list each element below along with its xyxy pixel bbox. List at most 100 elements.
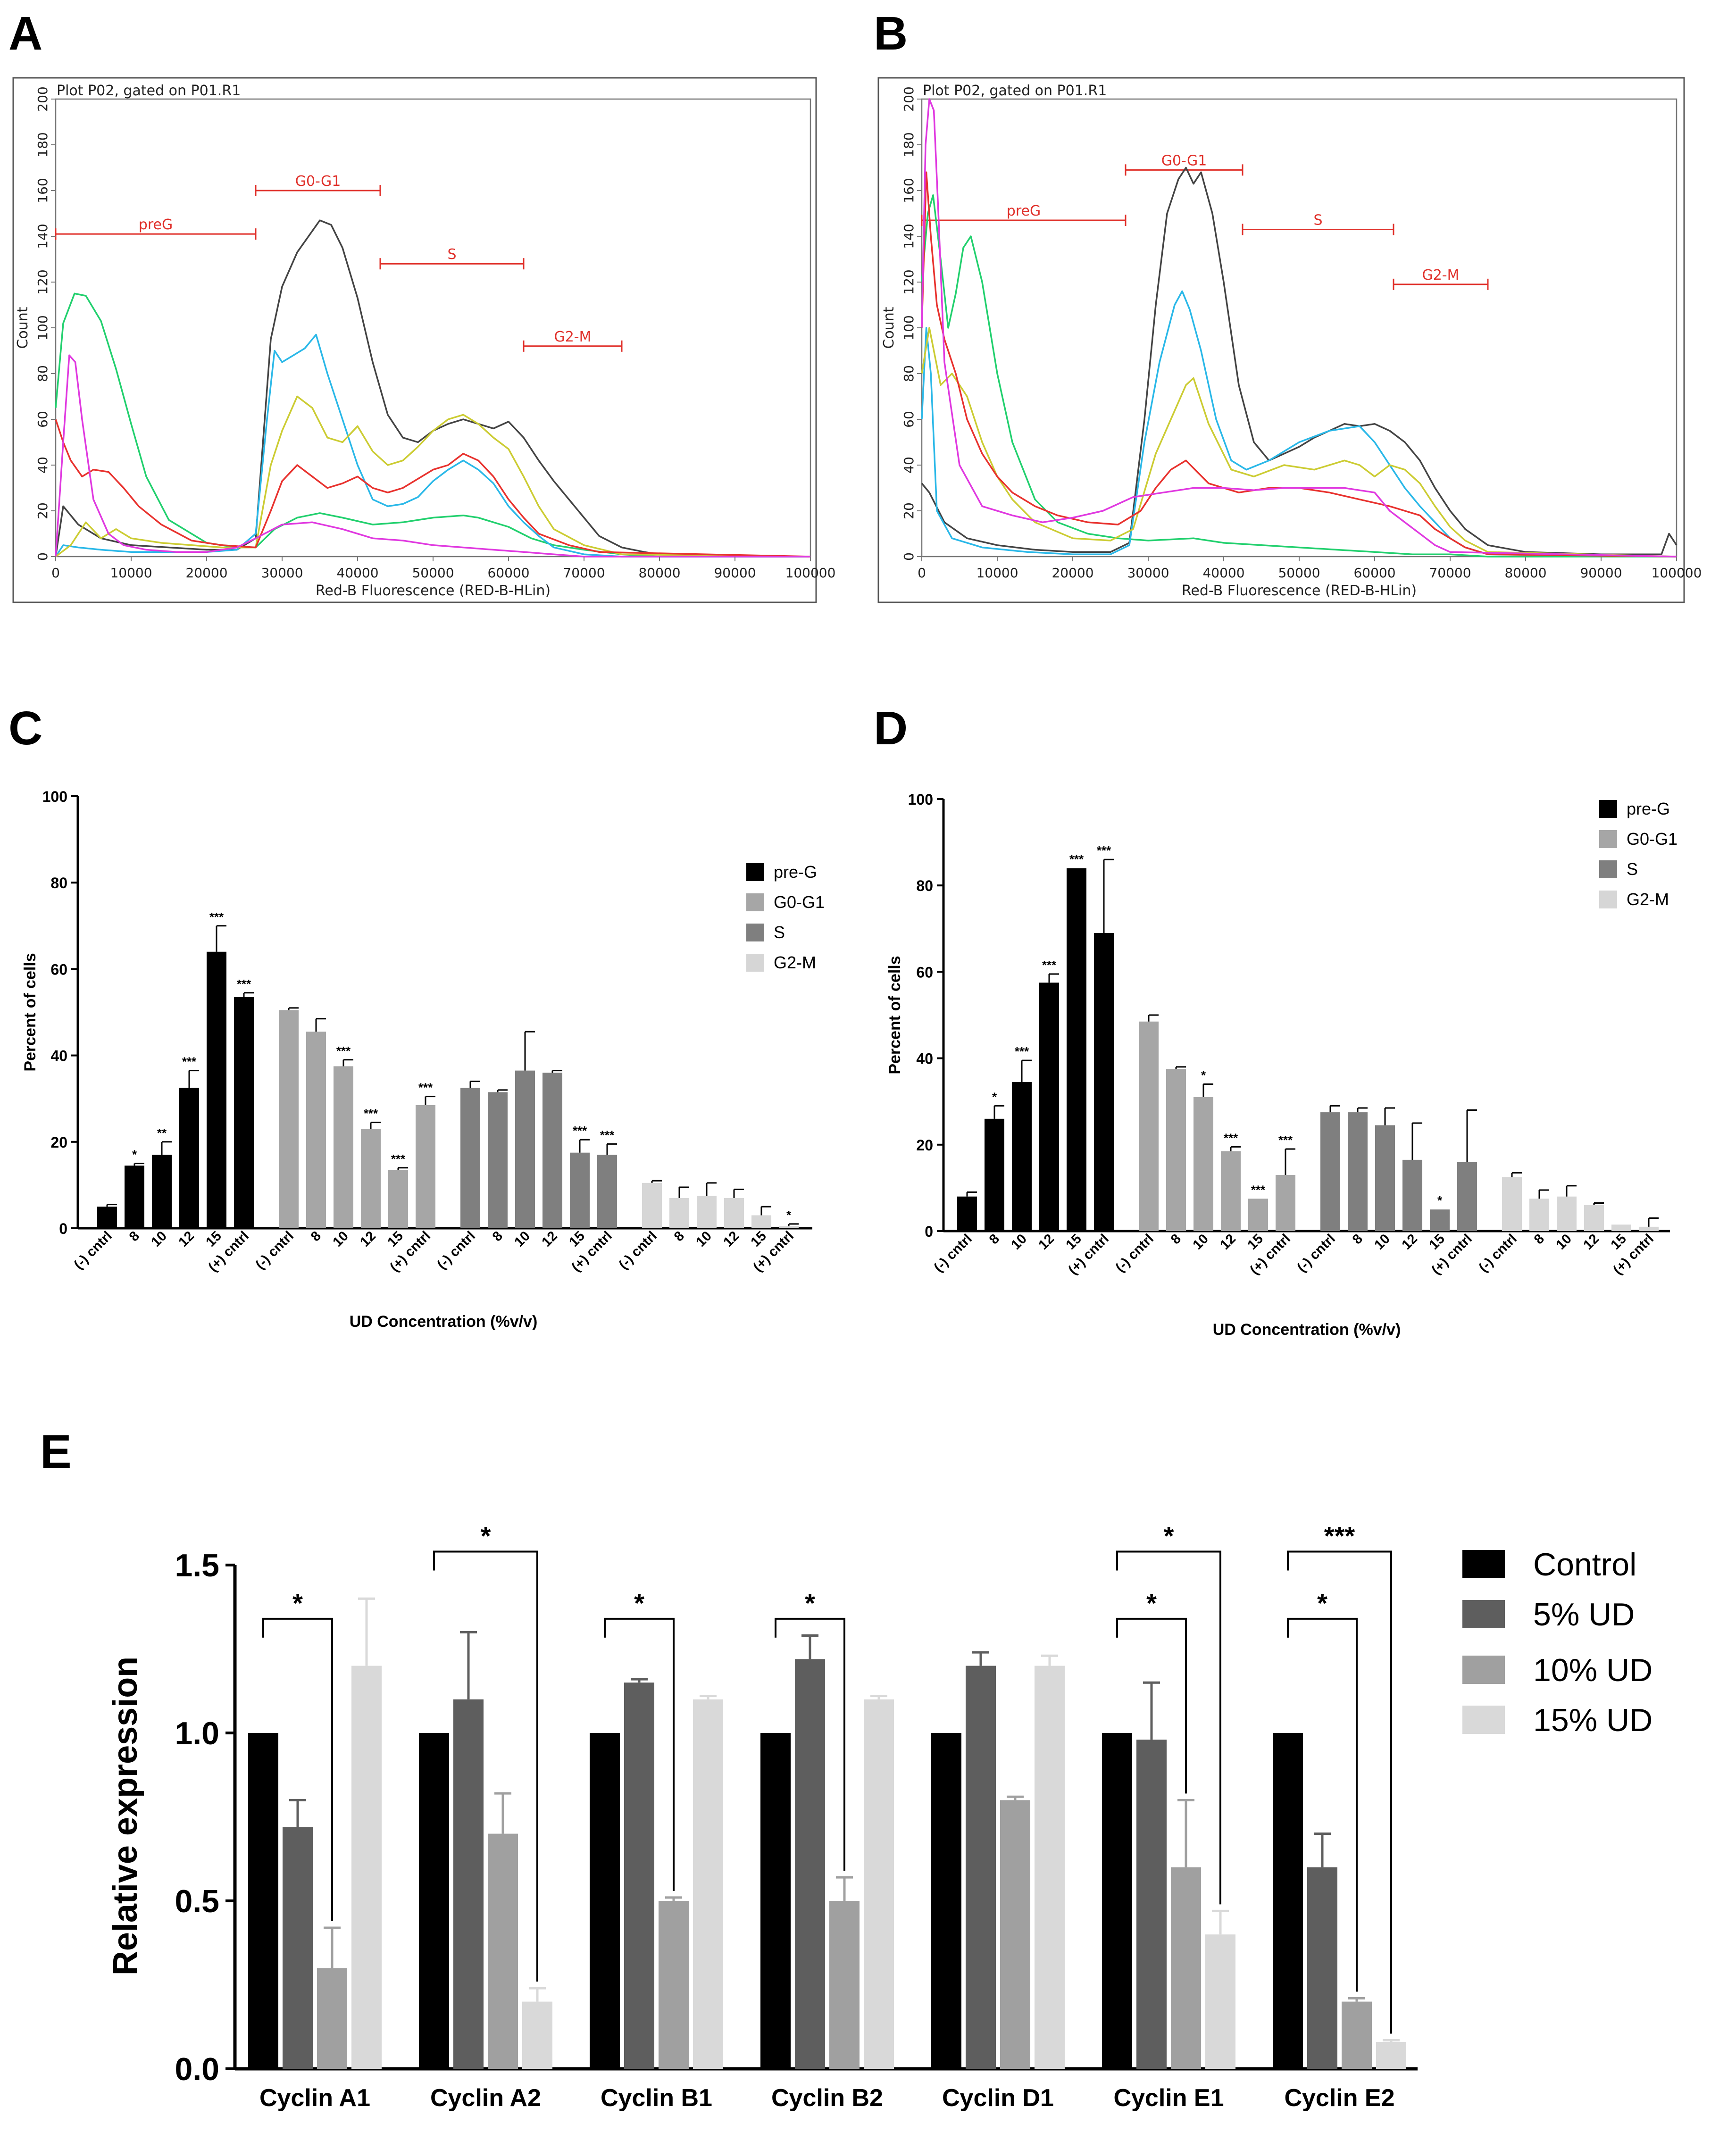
x-tick-label: 60000 bbox=[1353, 565, 1395, 581]
bar-15% UD-Cyclin A1 bbox=[351, 1666, 382, 2069]
legend-swatch bbox=[1462, 1550, 1505, 1578]
significance-bracket bbox=[775, 1617, 845, 1871]
significance-label: *** bbox=[336, 1044, 351, 1058]
y-tick-label: 100 bbox=[901, 315, 917, 340]
bar-S-(-) cntrl bbox=[460, 1088, 480, 1228]
significance-label: * bbox=[292, 1588, 303, 1618]
gate-label: G2-M bbox=[1422, 267, 1459, 283]
y-tick-label: 0 bbox=[59, 1220, 67, 1237]
significance-label: *** bbox=[1042, 958, 1057, 972]
gate-label: preG bbox=[1007, 203, 1041, 219]
bar-Control-Cyclin B1 bbox=[590, 1733, 620, 2069]
bar-S-12 bbox=[1402, 1159, 1422, 1231]
x-tick-label: Cyclin B1 bbox=[601, 2084, 712, 2112]
y-tick-label: 0 bbox=[901, 552, 917, 561]
bar-10% UD-Cyclin B2 bbox=[829, 1901, 860, 2069]
bar-G0-G1-(-) cntrl bbox=[279, 1010, 299, 1228]
bar-G2-M-(+) cntrl bbox=[779, 1226, 799, 1228]
flow-panel-frame bbox=[12, 77, 817, 603]
bar-G2-M-(-) cntrl bbox=[1502, 1177, 1522, 1231]
bar-G2-M-12 bbox=[1584, 1205, 1604, 1231]
significance-label: *** bbox=[1097, 843, 1111, 858]
x-tick-label: Cyclin A2 bbox=[430, 2084, 541, 2112]
flow-plot-title: Plot P02, gated on P01.R1 bbox=[57, 83, 241, 99]
y-tick-label: 100 bbox=[42, 788, 67, 805]
x-tick-label: 50000 bbox=[1278, 565, 1320, 581]
significance-label: ** bbox=[157, 1126, 167, 1140]
y-axis-label: Count bbox=[15, 307, 31, 349]
significance-label: *** bbox=[1251, 1183, 1266, 1197]
histogram-line-cyan bbox=[921, 290, 1677, 558]
histogram-line-yellow bbox=[55, 395, 811, 558]
bar-G0-G1-(-) cntrl bbox=[1139, 1021, 1159, 1231]
significance-brackets: *** * ****** bbox=[262, 1521, 1392, 2034]
bar-pre-G-15 bbox=[1067, 868, 1086, 1231]
x-tick-label: 30000 bbox=[261, 565, 303, 581]
bar-G2-M-12 bbox=[724, 1198, 744, 1228]
bar-S-8 bbox=[488, 1092, 508, 1228]
x-tick-label: 20000 bbox=[1052, 565, 1093, 581]
y-tick-label: 80 bbox=[35, 365, 50, 382]
x-tick-label: 50000 bbox=[412, 565, 454, 581]
y-tick-label: 80 bbox=[916, 877, 933, 894]
series-group bbox=[921, 98, 1678, 558]
panel-label-e: E bbox=[40, 1425, 72, 1478]
panel-label-d: D bbox=[874, 702, 908, 755]
y-tick-label: 0.0 bbox=[175, 2051, 219, 2087]
gate-label: G2-M bbox=[554, 329, 591, 345]
x-tick-label: 40000 bbox=[336, 565, 378, 581]
y-tick-label: 180 bbox=[35, 132, 50, 157]
bar-5% UD-Cyclin B1 bbox=[624, 1682, 654, 2069]
y-tick-label: 60 bbox=[50, 961, 67, 978]
significance-label: * bbox=[992, 1090, 997, 1104]
legend-label: G0-G1 bbox=[1627, 829, 1678, 849]
legend: pre-G G0-G1 S G2-M bbox=[1599, 799, 1678, 909]
legend-swatch bbox=[1599, 860, 1617, 878]
legend-label: 15% UD bbox=[1533, 1702, 1653, 1738]
histogram-line-red bbox=[921, 171, 1677, 558]
legend-label: S bbox=[1627, 859, 1638, 879]
y-tick-label: 140 bbox=[35, 224, 50, 249]
legend-label: G2-M bbox=[1627, 890, 1669, 909]
significance-bracket bbox=[1116, 1550, 1221, 1905]
bar-15% UD-Cyclin B2 bbox=[864, 1699, 894, 2069]
bar-15% UD-Cyclin E1 bbox=[1205, 1934, 1235, 2069]
bar-S-12 bbox=[542, 1073, 562, 1228]
flow-panel-b: Plot P02, gated on P01.R1 preG G0-G1 S G2-M… bbox=[877, 77, 1702, 603]
bar-10% UD-Cyclin B1 bbox=[659, 1901, 689, 2069]
legend: Control 5% UD 10% UD 15% UD bbox=[1462, 1547, 1653, 1738]
x-tick-label: 10000 bbox=[110, 565, 152, 581]
y-axis-label: Percent of cells bbox=[886, 956, 904, 1074]
x-tick-label: 20000 bbox=[185, 565, 227, 581]
bar-pre-G-10 bbox=[152, 1155, 172, 1228]
bar-pre-G-(+) cntrl bbox=[234, 997, 254, 1228]
legend-label: G2-M bbox=[774, 953, 816, 972]
bar-pre-G-8 bbox=[985, 1118, 1004, 1231]
y-axis-label: Relative expression bbox=[107, 1657, 144, 1975]
x-tick-label: 0 bbox=[918, 565, 926, 581]
bar-10% UD-Cyclin D1 bbox=[1000, 1800, 1030, 2069]
legend-label: S bbox=[774, 923, 785, 942]
significance-label: * bbox=[805, 1588, 815, 1618]
y-axis-ticks: 0.0 0.5 1.0 1.5 bbox=[175, 1548, 235, 2087]
y-tick-label: 80 bbox=[50, 874, 67, 891]
x-tick-label: 70000 bbox=[563, 565, 605, 581]
x-tick-label: 10000 bbox=[976, 565, 1018, 581]
y-axis-ticks: 0 20 40 60 80 100 bbox=[42, 788, 78, 1237]
bar-S-15 bbox=[570, 1152, 590, 1228]
significance-label: *** bbox=[1324, 1521, 1355, 1551]
bar-10% UD-Cyclin E2 bbox=[1342, 2001, 1372, 2069]
bar-15% UD-Cyclin A2 bbox=[522, 2001, 552, 2069]
legend-swatch bbox=[1462, 1706, 1505, 1734]
y-tick-label: 40 bbox=[50, 1048, 67, 1065]
bar-G0-G1-15 bbox=[388, 1170, 408, 1228]
bar-5% UD-Cyclin A2 bbox=[453, 1699, 484, 2069]
significance-label: *** bbox=[418, 1081, 433, 1095]
bar-15% UD-Cyclin D1 bbox=[1035, 1666, 1065, 2069]
y-axis-label: Percent of cells bbox=[21, 953, 39, 1071]
bar-S-(+) cntrl bbox=[1457, 1162, 1477, 1231]
x-tick-label: 40000 bbox=[1202, 565, 1244, 581]
bar-pre-G-10 bbox=[1012, 1082, 1032, 1231]
significance-bracket bbox=[262, 1617, 333, 1921]
bar-G0-G1-(+) cntrl bbox=[416, 1105, 435, 1228]
